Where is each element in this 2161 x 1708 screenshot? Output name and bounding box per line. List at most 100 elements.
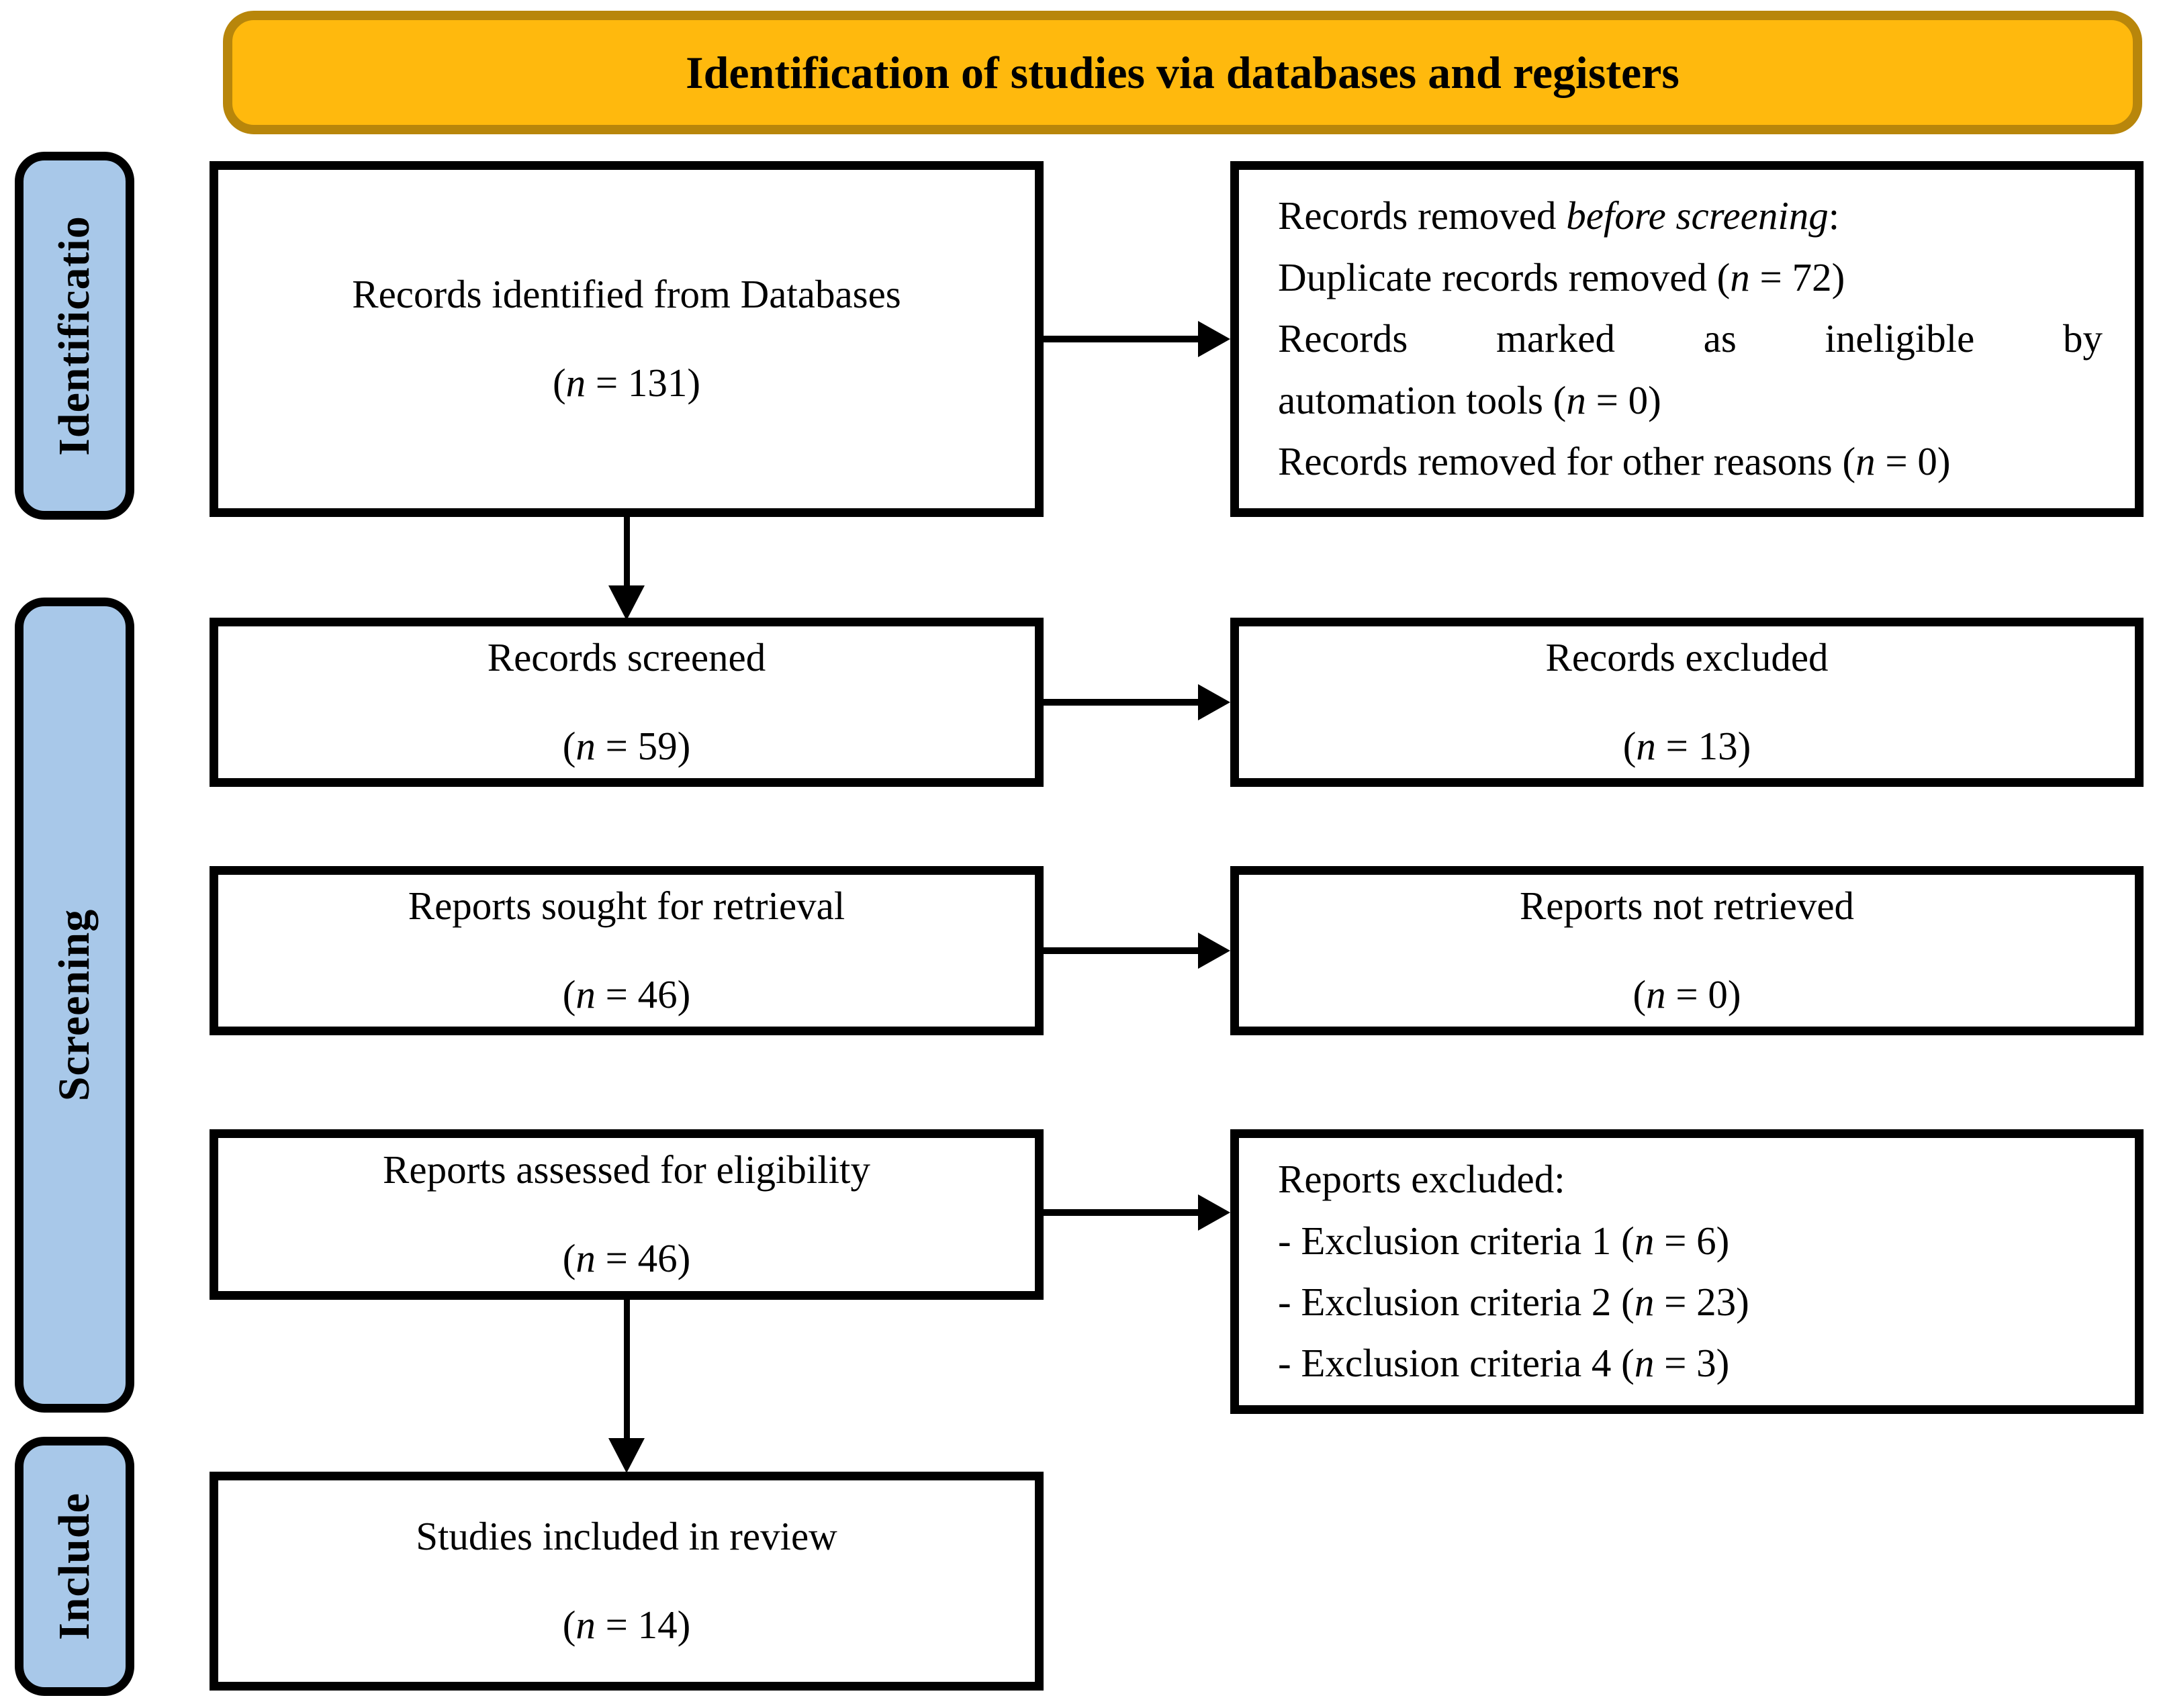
text-line: (n = 14) bbox=[563, 1602, 691, 1649]
italic-text: n bbox=[576, 1236, 596, 1280]
arrow-assessed-to-included-head bbox=[608, 1438, 645, 1473]
text: : bbox=[1828, 193, 1840, 238]
text: = 3) bbox=[1654, 1341, 1730, 1386]
text: Records identified from Databases bbox=[352, 272, 901, 317]
text: ( bbox=[1622, 724, 1637, 768]
text: Records marked as ineligible by bbox=[1278, 316, 2103, 361]
text-line: Records identified from Databases bbox=[352, 271, 901, 318]
text-line: Records marked as ineligible by bbox=[1278, 308, 2103, 369]
phase-label-include: Include bbox=[15, 1437, 134, 1696]
text-line: Records excluded bbox=[1545, 634, 1828, 681]
text: Records excluded bbox=[1545, 635, 1829, 680]
arrow-sought-to-not-retrieved-line bbox=[1044, 947, 1199, 954]
text-line: Reports not retrieved bbox=[1520, 883, 1854, 930]
text-line: Records removed before screening: bbox=[1278, 185, 2103, 246]
italic-text: n bbox=[565, 361, 586, 405]
box-records-identified: Records identified from Databases (n = 13… bbox=[210, 161, 1044, 517]
text: - Exclusion criteria 2 ( bbox=[1278, 1280, 1635, 1324]
text: Records removed for other reasons ( bbox=[1278, 439, 1856, 484]
text-line: (n = 0) bbox=[1633, 971, 1741, 1018]
arrow-identified-to-removed-head bbox=[1198, 321, 1230, 357]
phase-label-screening: Screening bbox=[15, 598, 134, 1413]
arrow-screened-to-excluded-line bbox=[1044, 699, 1199, 706]
italic-text: n bbox=[1636, 724, 1656, 768]
phase-label-screening-text: Screening bbox=[50, 908, 99, 1102]
banner-title-text: Identification of studies via databases … bbox=[686, 46, 1680, 98]
italic-text: n bbox=[1634, 1218, 1655, 1263]
text: Studies included in review bbox=[416, 1514, 837, 1559]
text: Records removed bbox=[1278, 193, 1567, 238]
text-line: Studies included in review bbox=[416, 1513, 837, 1560]
text: Reports assessed for eligibility bbox=[383, 1147, 870, 1192]
phase-label-include-text: Include bbox=[50, 1492, 99, 1640]
text-line: (n = 131) bbox=[553, 360, 700, 407]
box-reports-excluded: Reports excluded: - Exclusion criteria 1 … bbox=[1230, 1129, 2144, 1414]
text-line: (n = 59) bbox=[563, 723, 691, 770]
arrow-identified-to-screened-line bbox=[624, 517, 630, 585]
text-line: - Exclusion criteria 2 (n = 23) bbox=[1278, 1272, 2103, 1333]
box-reports-not-retrieved: Reports not retrieved (n = 0) bbox=[1230, 866, 2144, 1035]
italic-text: n bbox=[576, 724, 596, 768]
text: Duplicate records removed ( bbox=[1278, 254, 1731, 299]
text: - Exclusion criteria 1 ( bbox=[1278, 1218, 1635, 1263]
text-line: Duplicate records removed (n = 72) bbox=[1278, 247, 2103, 308]
box-reports-sought: Reports sought for retrieval (n = 46) bbox=[210, 866, 1044, 1035]
text: ( bbox=[562, 724, 576, 768]
box-studies-included: Studies included in review (n = 14) bbox=[210, 1472, 1044, 1691]
arrow-assessed-to-excluded-line bbox=[1044, 1209, 1199, 1216]
text: = 46) bbox=[595, 1236, 691, 1280]
text: Reports not retrieved bbox=[1519, 884, 1855, 929]
box-records-removed-before-screening: Records removed before screening: Duplica… bbox=[1230, 161, 2144, 517]
text: = 0) bbox=[1875, 439, 1951, 484]
italic-text: n bbox=[1730, 254, 1750, 299]
text-line: (n = 46) bbox=[563, 1235, 691, 1282]
italic-text: n bbox=[1566, 377, 1586, 422]
text-line: Reports assessed for eligibility bbox=[383, 1147, 870, 1194]
text: = 131) bbox=[586, 361, 701, 405]
arrow-screened-to-excluded-head bbox=[1198, 684, 1230, 720]
arrow-identified-to-removed-line bbox=[1044, 336, 1199, 342]
italic-text: n bbox=[576, 1603, 596, 1647]
text: = 0) bbox=[1665, 972, 1741, 1016]
italic-text: n bbox=[576, 972, 596, 1016]
text-line: Reports sought for retrieval bbox=[408, 883, 845, 930]
box-records-screened: Records screened (n = 59) bbox=[210, 618, 1044, 787]
text: Records screened bbox=[487, 635, 766, 680]
text-line: Records removed for other reasons (n = 0… bbox=[1278, 431, 2103, 492]
text-line: Records screened bbox=[488, 634, 766, 681]
phase-label-identification: Identificatio bbox=[15, 152, 134, 520]
text: automation tools ( bbox=[1278, 377, 1567, 422]
text: = 6) bbox=[1654, 1218, 1730, 1263]
text: ( bbox=[562, 972, 576, 1016]
text: ( bbox=[552, 361, 566, 405]
text: = 14) bbox=[595, 1603, 691, 1647]
text-line: - Exclusion criteria 4 (n = 3) bbox=[1278, 1333, 2103, 1394]
banner-title: Identification of studies via databases … bbox=[223, 11, 2142, 134]
arrow-assessed-to-included-line bbox=[624, 1300, 630, 1438]
text: ( bbox=[562, 1603, 576, 1647]
italic-text: n bbox=[1634, 1280, 1655, 1324]
text: = 72) bbox=[1749, 254, 1845, 299]
text-line: (n = 46) bbox=[563, 971, 691, 1018]
text: - Exclusion criteria 4 ( bbox=[1278, 1341, 1635, 1386]
text-line: automation tools (n = 0) bbox=[1278, 370, 2103, 431]
box-reports-assessed: Reports assessed for eligibility (n = 46) bbox=[210, 1129, 1044, 1300]
text-line: - Exclusion criteria 1 (n = 6) bbox=[1278, 1211, 2103, 1272]
italic-text: before screening bbox=[1566, 193, 1829, 238]
text: Reports sought for retrieval bbox=[408, 884, 845, 929]
text: = 0) bbox=[1585, 377, 1661, 422]
text: = 23) bbox=[1654, 1280, 1749, 1324]
text-line: (n = 13) bbox=[1623, 723, 1751, 770]
text-line: Reports excluded: bbox=[1278, 1149, 2103, 1210]
arrow-sought-to-not-retrieved-head bbox=[1198, 933, 1230, 969]
arrow-assessed-to-excluded-head bbox=[1198, 1194, 1230, 1231]
text: ( bbox=[1633, 972, 1647, 1016]
text: Reports excluded: bbox=[1278, 1157, 1565, 1202]
italic-text: n bbox=[1646, 972, 1666, 1016]
arrow-identified-to-screened-head bbox=[608, 585, 645, 620]
text: = 59) bbox=[595, 724, 691, 768]
italic-text: n bbox=[1855, 439, 1876, 484]
text: = 13) bbox=[1655, 724, 1751, 768]
text: ( bbox=[562, 1236, 576, 1280]
